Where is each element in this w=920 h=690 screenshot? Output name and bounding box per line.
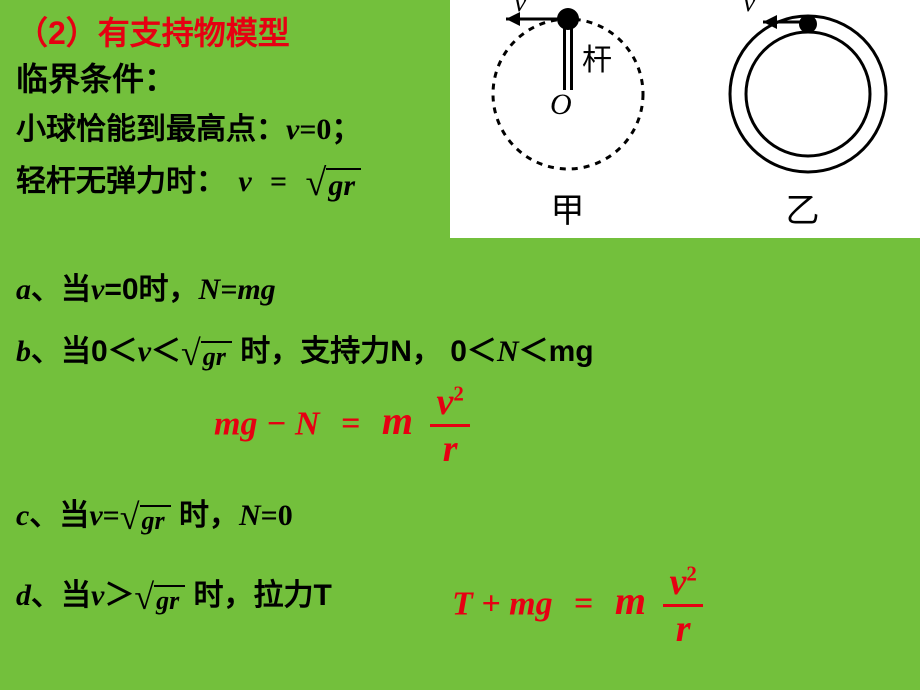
cond1-prefix: 小球恰能到最高点：	[16, 113, 286, 146]
cond2-var: v	[238, 165, 251, 198]
case-b-label: b	[16, 335, 31, 368]
eq-d-frac: v2 r	[663, 560, 702, 651]
cond1-var: v	[286, 113, 299, 146]
case-c-label: c	[16, 499, 29, 532]
cond2-sqrt: √gr	[305, 161, 361, 205]
cond2-prefix: 轻杆无弹力时：	[16, 165, 226, 198]
case-d: d、当v＞√gr 时，拉力T	[16, 570, 332, 618]
svg-text:杆: 杆	[582, 44, 612, 77]
diagram-ring: v 乙	[703, 0, 903, 232]
diagram-panel: v 杆 O 甲 v 乙	[450, 0, 920, 238]
case-d-label: d	[16, 579, 31, 612]
eq-d-op: =	[574, 585, 593, 622]
eq-d-lhs: T + mg	[452, 585, 553, 622]
equation-d: T + mg = m v2 r	[452, 560, 703, 651]
case-a-label: a	[16, 273, 31, 306]
eq-b-frac: v2 r	[430, 380, 469, 471]
svg-text:O: O	[550, 88, 572, 121]
section-title: （2）有支持物模型	[16, 8, 290, 54]
eq-d-coef: m	[615, 578, 646, 623]
case-a: a、当v=0时，N=mg	[16, 264, 276, 308]
diagram-rod: v 杆 O 甲	[468, 0, 668, 232]
equation-b: mg − N = m v2 r	[214, 380, 470, 471]
critical-heading: 临界条件：	[16, 54, 176, 100]
condition-2: 轻杆无弹力时： v = √gr	[16, 156, 361, 205]
case-b: b、当0＜v＜√gr 时，支持力N， 0＜N＜mg	[16, 326, 594, 374]
case-c-sqrt: √gr	[120, 496, 171, 538]
case-b-sqrt: √gr	[181, 332, 232, 374]
diagram-caption-right: 乙	[786, 183, 820, 232]
eq-b-coef: m	[382, 398, 413, 443]
eq-b-lhs: mg − N	[214, 405, 320, 442]
svg-text:v: v	[514, 0, 527, 18]
case-c: c、当v=√gr 时，N=0	[16, 490, 293, 538]
cond2-op: =	[270, 165, 287, 198]
eq-b-op: =	[341, 405, 360, 442]
case-d-sqrt: √gr	[134, 576, 185, 618]
svg-text:v: v	[743, 0, 756, 18]
diagram-caption-left: 甲	[551, 183, 585, 232]
condition-1: 小球恰能到最高点：v=0；	[16, 104, 361, 148]
cond1-rhs: =0；	[299, 113, 361, 146]
